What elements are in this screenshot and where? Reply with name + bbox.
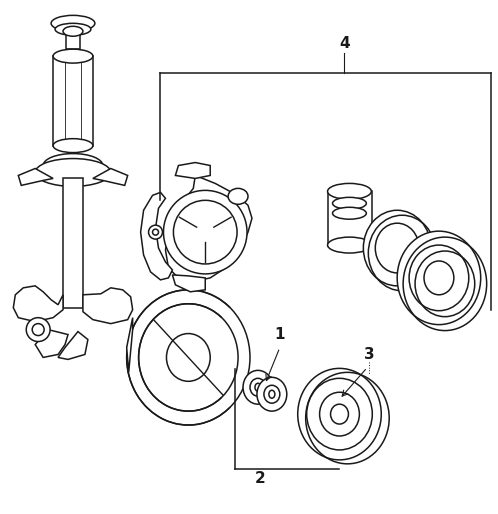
Polygon shape: [35, 329, 68, 357]
Ellipse shape: [138, 304, 238, 411]
Polygon shape: [175, 162, 210, 178]
Ellipse shape: [320, 392, 360, 436]
Ellipse shape: [333, 207, 367, 219]
Ellipse shape: [55, 23, 91, 35]
Ellipse shape: [53, 139, 93, 153]
Polygon shape: [93, 169, 127, 186]
Polygon shape: [13, 286, 63, 322]
Ellipse shape: [257, 377, 287, 411]
Circle shape: [152, 229, 158, 235]
Circle shape: [173, 200, 237, 264]
Ellipse shape: [364, 210, 431, 286]
Ellipse shape: [228, 189, 248, 204]
Ellipse shape: [255, 383, 261, 391]
Ellipse shape: [243, 371, 273, 404]
Ellipse shape: [298, 369, 381, 460]
Circle shape: [148, 225, 162, 239]
Ellipse shape: [375, 223, 419, 273]
Ellipse shape: [424, 261, 454, 295]
Ellipse shape: [331, 404, 349, 424]
Bar: [53, 56, 93, 145]
Ellipse shape: [51, 15, 95, 31]
Text: 4: 4: [339, 35, 350, 51]
Bar: [66, 31, 80, 49]
Ellipse shape: [328, 183, 372, 199]
Ellipse shape: [409, 245, 469, 310]
Polygon shape: [126, 318, 132, 372]
Ellipse shape: [250, 378, 266, 396]
Ellipse shape: [397, 231, 481, 325]
Polygon shape: [18, 169, 53, 186]
Circle shape: [26, 318, 50, 341]
Bar: [63, 178, 83, 308]
Ellipse shape: [264, 386, 280, 403]
Ellipse shape: [53, 49, 93, 63]
Polygon shape: [140, 192, 172, 280]
Polygon shape: [83, 288, 132, 324]
Text: 3: 3: [364, 347, 374, 362]
Circle shape: [32, 324, 44, 336]
Ellipse shape: [269, 390, 275, 398]
Polygon shape: [58, 332, 88, 359]
Bar: [328, 191, 373, 246]
Ellipse shape: [307, 378, 373, 450]
Ellipse shape: [328, 237, 372, 253]
Ellipse shape: [43, 154, 103, 177]
Polygon shape: [165, 175, 252, 282]
Polygon shape: [172, 275, 205, 292]
Ellipse shape: [333, 197, 367, 209]
Ellipse shape: [126, 290, 250, 425]
Ellipse shape: [166, 334, 210, 381]
Text: 2: 2: [254, 471, 265, 486]
Ellipse shape: [63, 26, 83, 36]
Text: 1: 1: [274, 327, 285, 342]
Ellipse shape: [35, 158, 111, 187]
Circle shape: [163, 190, 247, 274]
